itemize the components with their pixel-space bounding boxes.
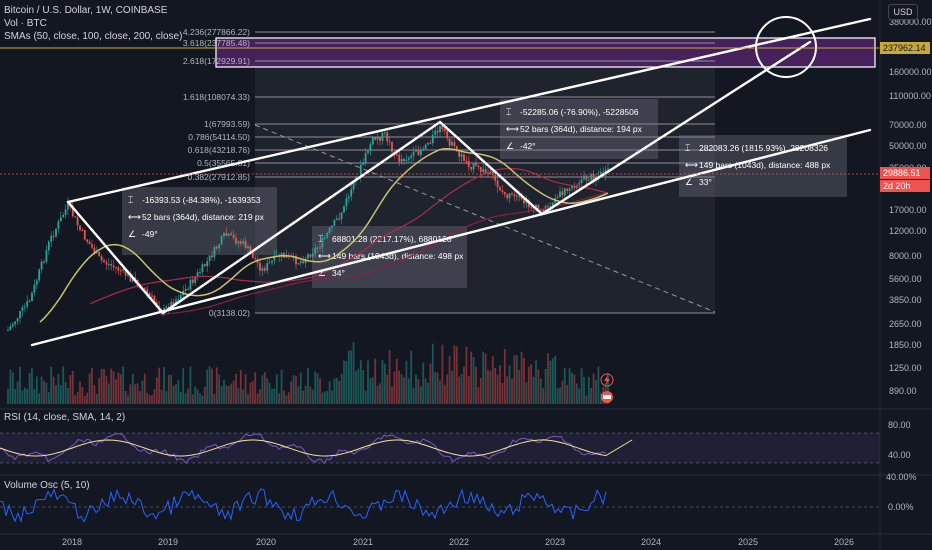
bars-range-icon: ⟷ <box>318 251 331 261</box>
price-axis-label: 1250.00 <box>889 363 922 373</box>
bars-range-icon: ⟷ <box>685 160 698 170</box>
rsi-line <box>0 433 607 465</box>
sma-200-line <box>159 192 609 315</box>
rsi-legend[interactable]: RSI (14, close, SMA, 14, 2) <box>4 412 126 423</box>
bars-range-icon: ⟷ <box>506 124 519 134</box>
measure-text: 68801.28 (2217.17%), 6880128 <box>332 234 452 244</box>
fib-level-label: 0.5(35565.81) <box>197 158 250 168</box>
time-axis-label: 2020 <box>256 537 276 547</box>
angle-icon: ∠ <box>128 229 136 239</box>
price-axis-label: 8000.00 <box>889 251 922 261</box>
price-range-icon: ⌶ <box>506 107 511 117</box>
rsi-axis-80: 80.00 <box>888 420 911 430</box>
measure-box[interactable]: ⌶ ⟷ ∠ -52285.06 (-76.90%), -5228506 52 bars … <box>500 99 658 159</box>
measure-text: -42° <box>520 141 536 151</box>
time-axis-label: 2025 <box>738 537 758 547</box>
price-axis-label: 890.00 <box>889 386 917 396</box>
fib-level-label: 1(67993.59) <box>204 119 250 129</box>
measure-text: 34° <box>332 268 345 278</box>
price-axis-label: 17000.00 <box>889 205 927 215</box>
symbol-legend[interactable]: Bitcoin / U.S. Dollar, 1W, COINBASE <box>4 5 168 16</box>
current-price-tag: 29886.51 <box>880 167 930 179</box>
measure-text: -52285.06 (-76.90%), -5228506 <box>520 107 639 117</box>
fib-level-label: 4.236(277866.22) <box>183 27 250 37</box>
price-axis-label: 3850.00 <box>889 295 922 305</box>
fib-level-label: 1.618(108074.33) <box>183 92 250 102</box>
measure-text: 52 bars (364d), distance: 219 px <box>142 212 265 222</box>
measure-text: -49° <box>142 229 158 239</box>
time-axis-label: 2026 <box>834 537 854 547</box>
price-axis-label: 160000.00 <box>889 67 932 77</box>
price-range-icon: ⌶ <box>318 234 323 244</box>
fib-level-label: 0(3138.02) <box>209 308 250 318</box>
time-axis-label: 2022 <box>449 537 469 547</box>
channel-lines[interactable] <box>30 17 872 347</box>
volume-osc-line <box>0 488 607 524</box>
sma-50-line <box>39 148 609 323</box>
price-range-icon: ⌶ <box>128 195 133 205</box>
fib-level-label: 0.786(54114.50) <box>188 132 250 142</box>
time-axis-label: 2018 <box>62 537 82 547</box>
dashed-trend-line[interactable] <box>254 124 716 313</box>
measure-text: 282083.26 (1815.93%), 28208326 <box>699 143 828 153</box>
measure-box[interactable]: ⌶ ⟷ ∠ -16393.53 (-84.38%), -1639353 52 bars … <box>122 187 277 255</box>
price-axis-label: 70000.00 <box>889 120 927 130</box>
measure-text: 149 bars (1043d), distance: 488 px <box>699 160 831 170</box>
currency-button[interactable]: USD <box>888 4 918 20</box>
vosc-axis-0: 0.00% <box>888 502 914 512</box>
volume-legend[interactable]: Vol · BTC <box>4 18 47 29</box>
time-axis-label: 2024 <box>641 537 661 547</box>
rsi-axis: 80.00 40.00 <box>888 420 911 460</box>
vosc-axis-40: 40.00% <box>886 472 917 482</box>
measure-text: 33° <box>699 177 712 187</box>
bar-countdown: 2d 20h <box>880 180 930 192</box>
time-axis-label: 2019 <box>158 537 178 547</box>
price-range-icon: ⌶ <box>685 143 690 153</box>
sma-legend[interactable]: SMAs (50, close, 100, close, 200, close) <box>4 31 183 42</box>
time-axis[interactable]: 2018 2019 2020 2021 2022 2023 2024 2025 2026 <box>62 537 854 547</box>
target-circle[interactable] <box>755 16 817 78</box>
measure-text: 52 bars (364d), distance: 194 px <box>520 124 643 134</box>
target-price-tag: 237962.14 <box>880 42 930 54</box>
price-axis-label: 2650.00 <box>889 319 922 329</box>
volume-bars <box>7 342 609 404</box>
fib-level-label: 2.618(172929.91) <box>183 56 250 66</box>
volume-osc-pane[interactable] <box>0 488 880 524</box>
fib-level-label: 0.382(27912.85) <box>188 172 251 182</box>
measure-text: -16393.53 (-84.38%), -1639353 <box>142 195 261 205</box>
volume-osc-legend[interactable]: Volume Osc (5, 10) <box>4 480 90 491</box>
earnings-flag-icon[interactable] <box>601 391 613 403</box>
price-axis-label: 50000.00 <box>889 141 927 151</box>
price-axis-label: 380000.00 <box>889 17 932 27</box>
rsi-axis-40: 40.00 <box>888 450 911 460</box>
fib-level-label: 3.618(237785.48) <box>183 38 250 48</box>
time-axis-label: 2023 <box>545 537 565 547</box>
time-axis-label: 2021 <box>353 537 373 547</box>
rsi-ma-line <box>0 439 633 457</box>
fib-level-label: 0.618(43218.76) <box>188 145 251 155</box>
vosc-axis: 40.00% 0.00% <box>886 472 917 512</box>
angle-icon: ∠ <box>685 177 693 187</box>
price-axis-label: 110000.00 <box>889 91 931 101</box>
sma-100-line <box>89 167 607 305</box>
angle-icon: ∠ <box>506 141 514 151</box>
bars-range-icon: ⟷ <box>128 212 141 222</box>
price-axis-label: 12000.00 <box>889 226 927 236</box>
lightning-icon[interactable] <box>600 373 614 387</box>
price-axis-label: 5600.00 <box>889 274 922 284</box>
price-axis-label: 1850.00 <box>889 340 922 350</box>
measure-box[interactable]: ⌶ ⟷ ∠ 282083.26 (1815.93%), 28208326 149 bar… <box>679 135 847 197</box>
rsi-pane[interactable] <box>0 432 880 465</box>
price-axis[interactable]: 380000.00 160000.00 110000.00 70000.00 50000… <box>889 17 932 396</box>
measure-text: 149 bars (1043d), distance: 498 px <box>332 251 464 261</box>
